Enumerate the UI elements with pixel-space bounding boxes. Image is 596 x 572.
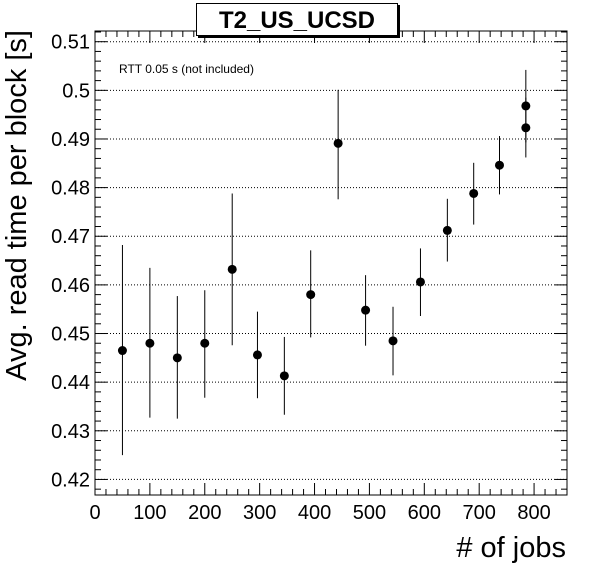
data-point xyxy=(306,290,316,300)
x-tick-label: 500 xyxy=(353,502,386,524)
y-tick-label: 0.45 xyxy=(51,324,90,346)
x-tick-label: 400 xyxy=(298,502,331,524)
data-point xyxy=(521,101,531,111)
y-tick-label: 0.44 xyxy=(51,372,90,394)
data-point xyxy=(117,346,127,356)
data-points xyxy=(117,69,531,456)
data-point xyxy=(388,336,398,346)
grid-lines xyxy=(95,41,567,480)
data-point xyxy=(172,353,182,363)
x-tick-label: 100 xyxy=(133,502,166,524)
data-point xyxy=(415,277,425,287)
y-tick-label: 0.47 xyxy=(51,226,90,248)
y-tick-label: 0.43 xyxy=(51,421,90,443)
x-tick-label: 800 xyxy=(517,502,550,524)
y-tick-label: 0.49 xyxy=(51,129,90,151)
y-tick-label: 0.51 xyxy=(51,32,90,54)
data-point xyxy=(469,188,479,198)
data-point xyxy=(200,338,210,348)
data-point xyxy=(145,338,155,348)
plot-frame xyxy=(94,30,568,496)
y-tick-label: 0.48 xyxy=(51,178,90,200)
data-point xyxy=(252,350,262,360)
x-tick-label: 200 xyxy=(188,502,221,524)
rtt-annotation: RTT 0.05 s (not included) xyxy=(119,62,254,76)
x-tick-labels: 0 100 200 300 400 500 600 700 800 xyxy=(89,502,550,524)
x-tick-label: 0 xyxy=(89,502,100,524)
x-axis-label: # of jobs xyxy=(456,532,566,564)
x-tick-label: 700 xyxy=(462,502,495,524)
x-tick-label: 600 xyxy=(408,502,441,524)
y-tick-label: 0.42 xyxy=(51,469,90,491)
chart-title: T2_US_UCSD xyxy=(196,3,398,36)
y-axis-label: Avg. read time per block [s] xyxy=(1,30,33,381)
x-tick-label: 300 xyxy=(243,502,276,524)
data-point xyxy=(361,305,371,315)
data-point xyxy=(333,138,343,148)
axis-ticks xyxy=(94,31,568,495)
y-tick-label: 0.46 xyxy=(51,275,90,297)
y-tick-label: 0.5 xyxy=(62,80,90,102)
data-point xyxy=(494,160,504,170)
data-point xyxy=(279,371,289,381)
y-tick-labels: 0.42 0.43 0.44 0.45 0.46 0.47 0.48 0.49 0.5 0.51 xyxy=(51,32,90,492)
data-point xyxy=(227,264,237,274)
data-point xyxy=(442,225,452,235)
